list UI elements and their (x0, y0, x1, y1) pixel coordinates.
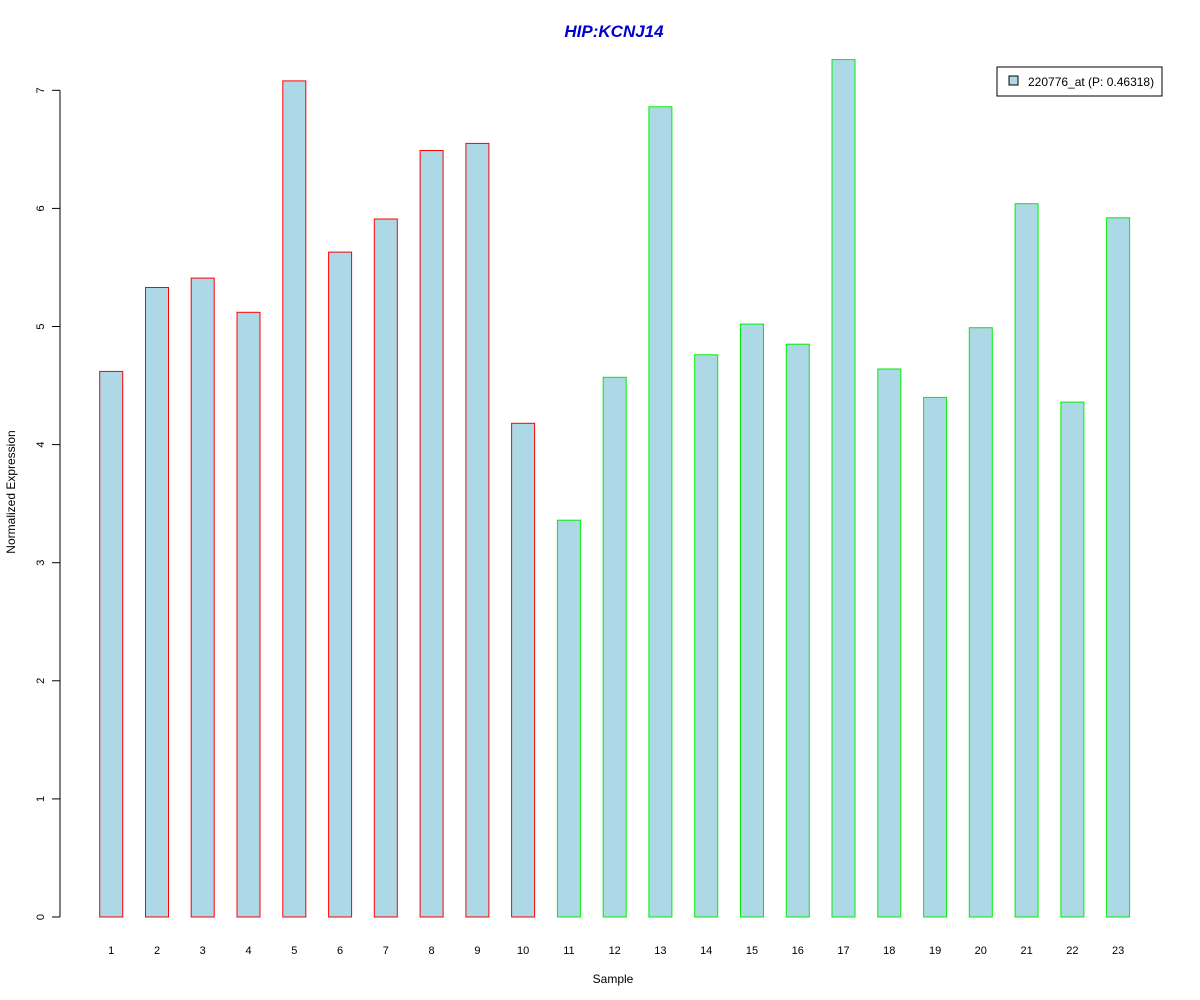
bar-sample-5 (282, 80, 307, 918)
x-tick-label: 18 (883, 945, 895, 957)
bar-sample-12 (602, 376, 627, 918)
y-tick-label: 7 (35, 87, 47, 93)
bar-sample-2 (145, 287, 169, 918)
legend-swatch (1008, 75, 1019, 86)
x-tick-labels: 1 2 3 4 5 6 7 8 9 10 11 12 13 14 15 16 17 18 19 20 21 22 23 (108, 945, 1124, 957)
y-axis-label: Normalized Expression (4, 430, 18, 553)
x-tick-label: 15 (746, 945, 758, 957)
x-tick-label: 5 (291, 945, 297, 957)
x-tick-label: 2 (154, 945, 160, 957)
x-tick-label: 8 (429, 945, 435, 957)
x-axis-label: Sample (593, 972, 634, 986)
bar-sample-20 (968, 327, 993, 918)
bar-sample-17 (831, 59, 856, 918)
y-tick-label: 1 (35, 796, 47, 802)
x-tick-label: 14 (700, 945, 712, 957)
bar-sample-21 (1014, 203, 1039, 918)
x-tick-label: 13 (654, 945, 666, 957)
legend-label: 220776_at (P: 0.46318) (1028, 75, 1154, 89)
y-tick-label: 5 (35, 323, 47, 329)
x-tick-label: 16 (792, 945, 804, 957)
bars (99, 59, 1131, 918)
bar-sample-6 (328, 251, 353, 918)
x-tick-label: 1 (108, 945, 114, 957)
x-tick-label: 3 (200, 945, 206, 957)
x-tick-label: 21 (1020, 945, 1032, 957)
bar-sample-14 (694, 354, 719, 918)
bar-sample-3 (190, 277, 215, 918)
y-tick-label: 2 (35, 678, 47, 684)
x-tick-label: 11 (563, 945, 574, 957)
y-tick-label: 4 (35, 442, 47, 448)
bar-sample-23 (1106, 217, 1131, 918)
bar-sample-18 (877, 368, 902, 918)
bar-sample-4 (236, 311, 261, 918)
x-tick-label: 6 (337, 945, 343, 957)
bar-sample-13 (648, 106, 673, 918)
y-tick-label: 6 (35, 205, 47, 211)
bar-sample-16 (785, 343, 810, 918)
bar-sample-11 (556, 519, 581, 918)
x-tick-label: 23 (1112, 945, 1124, 957)
x-tick-label: 12 (609, 945, 621, 957)
x-tick-label: 17 (837, 945, 849, 957)
bar-sample-15 (740, 323, 764, 918)
x-tick-label: 7 (383, 945, 389, 957)
y-tick-label: 0 (35, 914, 47, 920)
x-tick-label: 19 (929, 945, 941, 957)
x-tick-label: 20 (975, 945, 987, 957)
bar-sample-10 (511, 422, 536, 918)
y-tick-label: 3 (35, 560, 47, 566)
y-axis: 0 1 2 3 4 5 6 7 (35, 87, 61, 920)
x-tick-label: 10 (517, 945, 529, 957)
x-tick-label: 9 (474, 945, 480, 957)
legend-box (996, 66, 1163, 97)
bar-sample-7 (373, 218, 398, 918)
bar-sample-8 (419, 150, 444, 918)
bar-sample-9 (465, 142, 490, 918)
bar-sample-1 (99, 370, 124, 918)
bar-sample-22 (1060, 401, 1085, 918)
chart-title: HIP:KCNJ14 (564, 22, 664, 41)
legend: 220776_at (P: 0.46318) (996, 66, 1163, 97)
x-tick-label: 22 (1066, 945, 1078, 957)
x-tick-label: 4 (245, 945, 251, 957)
bar-sample-19 (923, 396, 948, 918)
